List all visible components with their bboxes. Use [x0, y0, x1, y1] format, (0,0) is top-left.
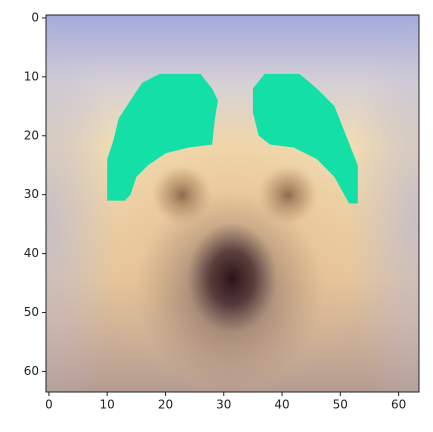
x-tick-label: 0: [45, 398, 53, 412]
y-tick-label: 10: [24, 69, 39, 83]
y-tick-label: 60: [24, 364, 39, 378]
x-tick-label: 60: [391, 398, 406, 412]
x-tick-label: 30: [216, 398, 231, 412]
y-tick-label: 20: [24, 128, 39, 142]
mask-region: [252, 73, 358, 204]
mask-overlay: [107, 73, 358, 204]
y-tick-label: 30: [24, 187, 39, 201]
x-tick-label: 50: [333, 398, 348, 412]
x-tick-label: 10: [100, 398, 115, 412]
y-tick-label: 40: [24, 246, 39, 260]
mask-region: [107, 73, 218, 201]
x-tick-label: 40: [274, 398, 289, 412]
image: [46, 15, 419, 392]
x-tick-label: 20: [158, 398, 173, 412]
y-tick-label: 0: [31, 10, 39, 24]
y-tick-label: 50: [24, 305, 39, 319]
axes-frame: [45, 14, 420, 393]
